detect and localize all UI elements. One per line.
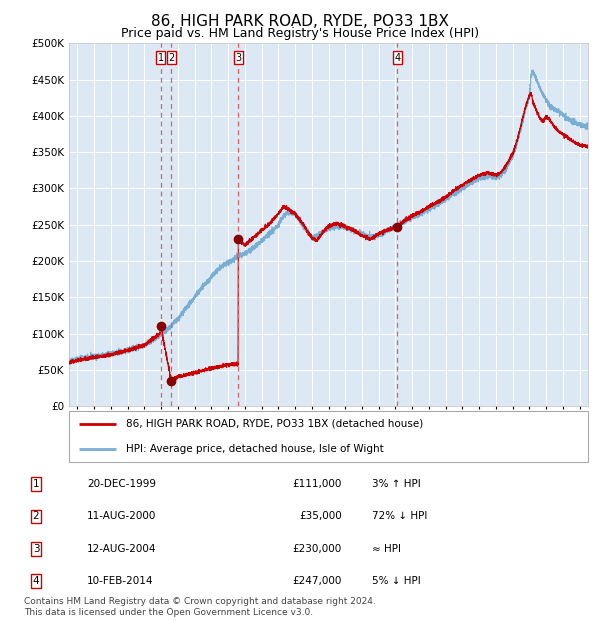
Text: 3: 3 — [32, 544, 40, 554]
Text: 2: 2 — [32, 512, 40, 521]
Text: 12-AUG-2004: 12-AUG-2004 — [87, 544, 157, 554]
Text: ≈ HPI: ≈ HPI — [372, 544, 401, 554]
Text: 4: 4 — [394, 53, 401, 63]
Text: HPI: Average price, detached house, Isle of Wight: HPI: Average price, detached house, Isle… — [126, 444, 384, 454]
Text: 2: 2 — [168, 53, 175, 63]
Text: £35,000: £35,000 — [299, 512, 342, 521]
Text: Contains HM Land Registry data © Crown copyright and database right 2024.
This d: Contains HM Land Registry data © Crown c… — [24, 598, 376, 617]
Text: 20-DEC-1999: 20-DEC-1999 — [87, 479, 156, 489]
Text: 86, HIGH PARK ROAD, RYDE, PO33 1BX: 86, HIGH PARK ROAD, RYDE, PO33 1BX — [151, 14, 449, 29]
Text: £111,000: £111,000 — [293, 479, 342, 489]
Text: 1: 1 — [158, 53, 164, 63]
Text: 10-FEB-2014: 10-FEB-2014 — [87, 576, 154, 586]
Text: 3: 3 — [235, 53, 241, 63]
Text: Price paid vs. HM Land Registry's House Price Index (HPI): Price paid vs. HM Land Registry's House … — [121, 27, 479, 40]
Text: £230,000: £230,000 — [293, 544, 342, 554]
Text: 4: 4 — [32, 576, 40, 586]
Text: 11-AUG-2000: 11-AUG-2000 — [87, 512, 157, 521]
Text: 72% ↓ HPI: 72% ↓ HPI — [372, 512, 427, 521]
Text: 1: 1 — [32, 479, 40, 489]
Text: 5% ↓ HPI: 5% ↓ HPI — [372, 576, 421, 586]
FancyBboxPatch shape — [69, 411, 588, 462]
Text: £247,000: £247,000 — [293, 576, 342, 586]
Text: 86, HIGH PARK ROAD, RYDE, PO33 1BX (detached house): 86, HIGH PARK ROAD, RYDE, PO33 1BX (deta… — [126, 418, 424, 429]
Text: 3% ↑ HPI: 3% ↑ HPI — [372, 479, 421, 489]
